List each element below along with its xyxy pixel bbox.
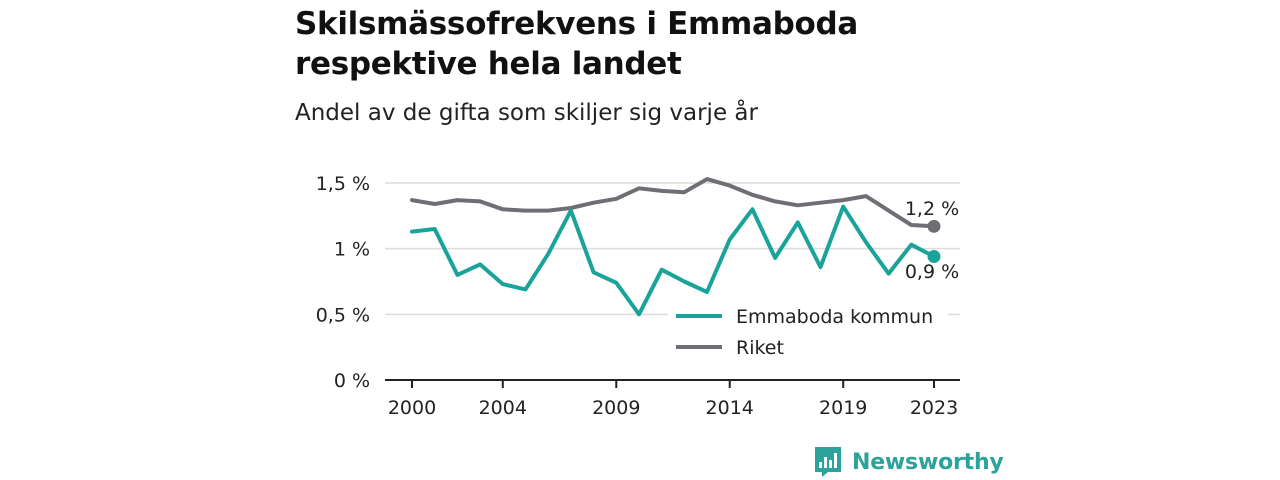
y-tick-label: 0 % xyxy=(334,370,370,392)
x-tick-label: 2023 xyxy=(910,397,958,419)
series-line-riket xyxy=(410,177,936,229)
series-line-emmaboda xyxy=(410,204,936,317)
series-end-point-riket xyxy=(927,219,941,233)
line-chart: 0 % 0,5 % 1 % 1,5 % 2000 2004 2009 2014 2019 202… xyxy=(316,173,960,419)
newsworthy-logo-icon xyxy=(815,447,841,477)
x-tick-label: 2014 xyxy=(706,397,754,419)
y-tick-label: 0,5 % xyxy=(316,304,370,326)
y-axis-tick-labels: 0 % 0,5 % 1 % 1,5 % xyxy=(316,173,370,392)
legend-label: Emmaboda kommun xyxy=(736,306,933,328)
y-tick-label: 1 % xyxy=(334,239,370,261)
series-lines xyxy=(410,177,941,317)
end-label-riket: 1,2 % xyxy=(905,198,959,220)
end-labels: 1,2 % 0,9 % xyxy=(905,198,959,283)
x-tick-label: 2000 xyxy=(388,397,436,419)
x-tick-label: 2009 xyxy=(592,397,640,419)
x-tick-label: 2004 xyxy=(479,397,527,419)
x-tick-label: 2019 xyxy=(819,397,867,419)
legend: Emmaboda kommun Riket xyxy=(668,298,948,364)
series-end-point-emmaboda xyxy=(927,250,941,264)
y-tick-label: 1,5 % xyxy=(316,173,370,195)
chart-subtitle: Andel av de gifta som skiljer sig varje … xyxy=(295,100,758,126)
end-label-emmaboda: 0,9 % xyxy=(905,261,959,283)
x-axis: 2000 2004 2009 2014 2019 2023 xyxy=(385,379,960,419)
newsworthy-brand: Newsworthy xyxy=(814,446,1004,478)
legend-label: Riket xyxy=(736,337,784,359)
brand-name: Newsworthy xyxy=(852,449,1004,475)
legend-background xyxy=(668,298,948,364)
chart-title: Skilsmässofrekvens i Emmaboda respektive… xyxy=(295,6,859,82)
